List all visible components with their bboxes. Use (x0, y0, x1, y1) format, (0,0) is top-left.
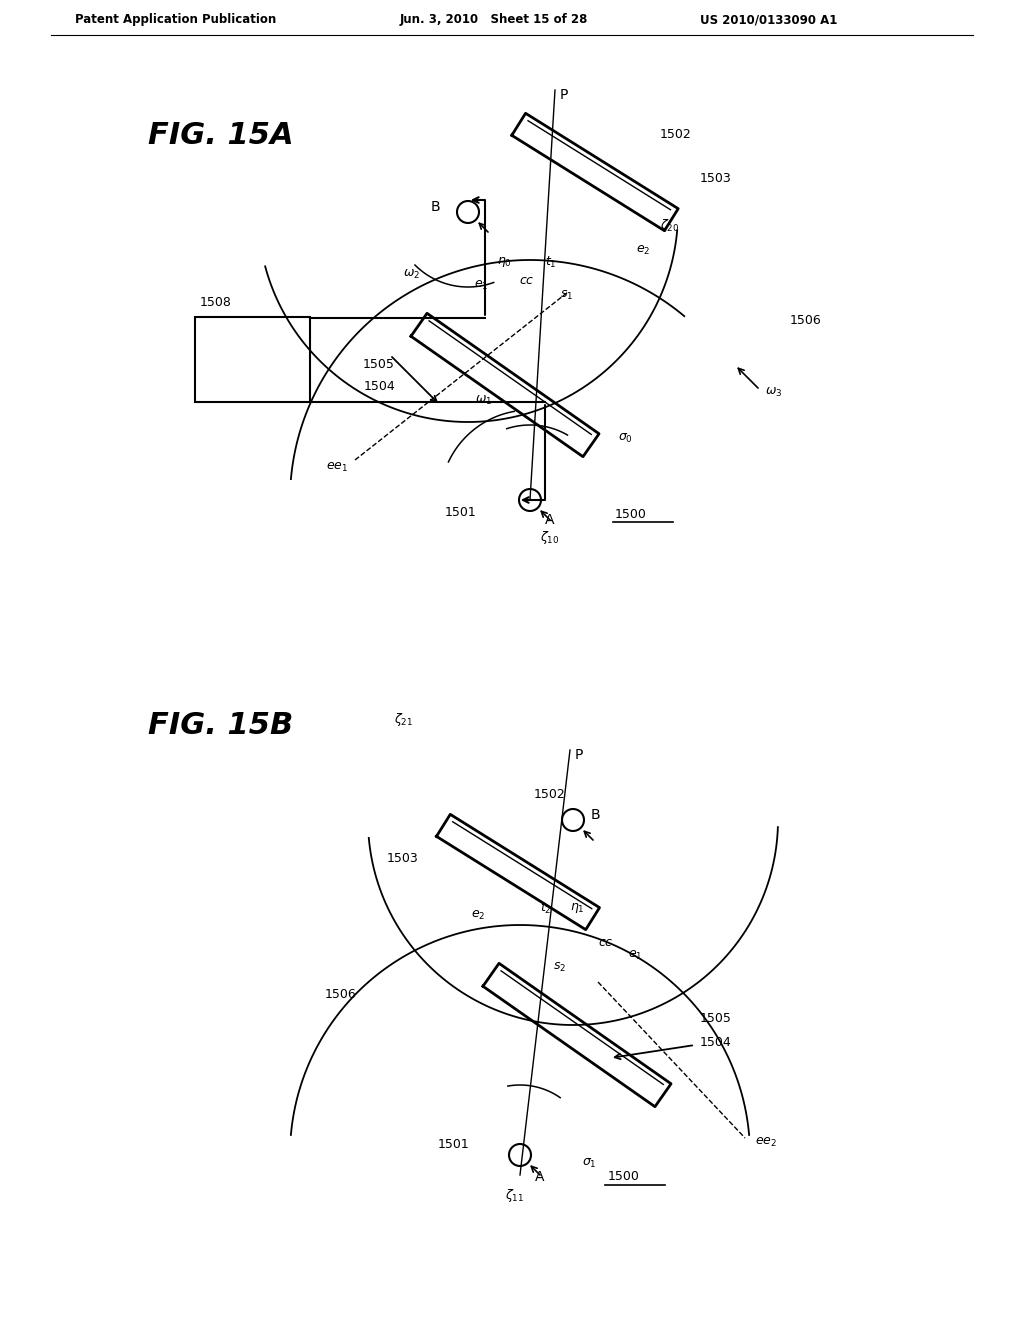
Text: $cc$: $cc$ (519, 273, 535, 286)
Text: 1505: 1505 (700, 1011, 732, 1024)
Text: 1500: 1500 (615, 508, 647, 521)
Text: $e_2$: $e_2$ (471, 908, 485, 921)
Text: $e_1$: $e_1$ (473, 279, 488, 292)
Text: FIG. 15A: FIG. 15A (148, 120, 294, 149)
Text: 1504: 1504 (364, 380, 395, 393)
Text: $\zeta_{21}$: $\zeta_{21}$ (394, 711, 413, 729)
Text: 1505: 1505 (364, 359, 395, 371)
Text: $s_2$: $s_2$ (553, 961, 566, 974)
Text: B: B (591, 808, 601, 822)
Text: B: B (430, 201, 440, 214)
Text: US 2010/0133090 A1: US 2010/0133090 A1 (700, 13, 838, 26)
Text: A: A (545, 513, 555, 527)
Text: $s_1$: $s_1$ (560, 289, 573, 301)
Text: 1502: 1502 (660, 128, 692, 141)
Text: $cc$: $cc$ (598, 936, 613, 949)
Text: $\sigma_1$: $\sigma_1$ (582, 1156, 597, 1170)
Text: $t_2$: $t_2$ (540, 900, 552, 916)
Text: $\omega_2$: $\omega_2$ (402, 268, 420, 281)
Text: $e_1$: $e_1$ (628, 949, 642, 961)
Text: $\zeta_{11}$: $\zeta_{11}$ (506, 1187, 524, 1204)
Text: 1503: 1503 (386, 851, 418, 865)
Text: $ee_2$: $ee_2$ (755, 1135, 777, 1148)
Text: $\sigma_0$: $\sigma_0$ (618, 432, 633, 445)
Text: 1508: 1508 (200, 297, 231, 309)
Text: $\omega_3$: $\omega_3$ (765, 385, 782, 399)
Text: $\eta_0$: $\eta_0$ (497, 255, 512, 269)
Text: $t_1$: $t_1$ (545, 255, 557, 269)
Text: 1502: 1502 (534, 788, 565, 801)
Text: $\zeta_{20}$: $\zeta_{20}$ (660, 216, 679, 234)
Bar (195, 317, 310, 403)
Text: $\omega_1$: $\omega_1$ (475, 393, 492, 407)
Text: 1504: 1504 (700, 1035, 732, 1048)
Text: 1501: 1501 (438, 1138, 470, 1151)
Text: Jun. 3, 2010   Sheet 15 of 28: Jun. 3, 2010 Sheet 15 of 28 (400, 13, 589, 26)
Text: $e_2$: $e_2$ (636, 243, 650, 256)
Text: 1506: 1506 (790, 314, 821, 326)
Text: $ee_1$: $ee_1$ (326, 461, 348, 474)
Text: P: P (560, 88, 568, 102)
Text: 1503: 1503 (700, 172, 732, 185)
Text: $\eta_1$: $\eta_1$ (570, 902, 585, 915)
Text: $\zeta_{10}$: $\zeta_{10}$ (540, 529, 559, 546)
Text: A: A (535, 1170, 545, 1184)
Text: Patent Application Publication: Patent Application Publication (75, 13, 276, 26)
Text: 1501: 1501 (445, 506, 477, 519)
Text: P: P (575, 748, 584, 762)
Text: FIG. 15B: FIG. 15B (148, 710, 293, 739)
Text: 1506: 1506 (325, 989, 356, 1002)
Text: 1500: 1500 (608, 1171, 640, 1184)
